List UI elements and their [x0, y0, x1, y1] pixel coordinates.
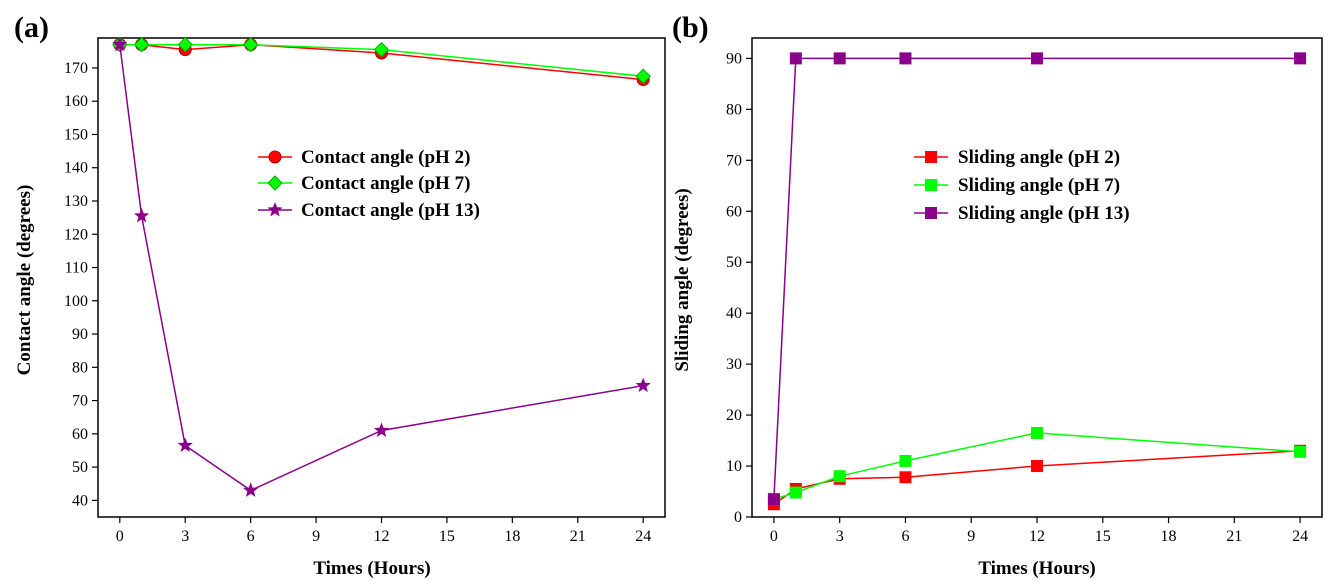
- legend-circle-marker-ph2: [268, 150, 282, 164]
- legend-square-marker-sliding-ph13: [925, 207, 937, 219]
- data-point-b-1: [1294, 445, 1307, 458]
- plot-area-b: [751, 37, 1323, 518]
- x-tick-label: 21: [1226, 528, 1242, 545]
- x-tick-label: 3: [181, 528, 189, 545]
- x-tick-label: 0: [116, 528, 124, 545]
- y-tick-label: 120: [64, 226, 88, 243]
- legend-star-marker-ph13: [267, 202, 283, 217]
- y-tick-label: 30: [726, 356, 742, 373]
- x-tick-label: 24: [1292, 528, 1308, 545]
- data-point-b-2: [899, 52, 912, 65]
- data-point-b-2: [1031, 52, 1043, 65]
- data-point-b-2: [767, 493, 780, 506]
- y-tick-label: 60: [726, 203, 742, 220]
- y-tick-label: 90: [726, 50, 742, 67]
- data-point-b-2: [1294, 52, 1307, 65]
- y-tick-label: 20: [726, 407, 742, 424]
- data-point-a-1: [242, 36, 259, 53]
- x-tick-label: 9: [312, 528, 320, 545]
- y-tick-label: 0: [734, 509, 742, 526]
- data-point-a-2: [112, 36, 128, 52]
- data-point-a-1: [635, 68, 651, 84]
- data-point-b-2: [833, 52, 846, 65]
- data-point-b-0: [1031, 460, 1043, 473]
- series-line-b-0: [773, 450, 1301, 505]
- y-tick-label: 60: [72, 426, 88, 443]
- legend-square-marker-sliding-ph7: [925, 179, 937, 191]
- y-tick-label: 50: [726, 254, 742, 271]
- data-point-b-1: [1031, 426, 1043, 439]
- chart-panel-a: (a) Contact angle (degrees) Times (Hours…: [14, 11, 666, 579]
- data-point-a-2: [243, 482, 259, 497]
- y-tick-label: 90: [72, 326, 88, 343]
- y-tick-label: 10: [726, 458, 742, 475]
- x-tick-label: 24: [635, 528, 651, 545]
- data-point-b-1: [789, 486, 802, 499]
- x-tick-label: 18: [504, 528, 520, 545]
- panel-label-b: (b): [672, 11, 709, 44]
- x-tick-label: 15: [1095, 528, 1111, 545]
- x-tick-label: 0: [770, 528, 778, 545]
- y-axis-title-a: Contact angle (degrees): [14, 185, 35, 376]
- data-point-a-1: [177, 36, 193, 53]
- data-point-b-0: [899, 471, 912, 484]
- y-tick-label: 110: [65, 260, 88, 277]
- data-point-a-2: [177, 437, 193, 452]
- panel-label-a: (a): [14, 11, 49, 44]
- y-tick-label: 170: [64, 60, 88, 77]
- x-tick-label: 21: [570, 528, 586, 545]
- legend-diamond-marker-ph7: [267, 175, 283, 191]
- y-tick-label: 100: [64, 293, 88, 310]
- legend-b: Sliding angle (pH 2) Sliding angle (pH 7…: [914, 147, 1130, 224]
- y-tick-label: 80: [72, 359, 88, 376]
- x-tick-label: 6: [901, 528, 909, 545]
- y-tick-label: 70: [726, 152, 742, 169]
- chart-panel-b: (b) Sliding angle (degrees) Times (Hours…: [672, 11, 1323, 579]
- legend-label-sliding-ph13: Sliding angle (pH 13): [958, 203, 1130, 224]
- x-tick-label: 6: [247, 528, 255, 545]
- x-tick-label: 9: [967, 528, 975, 545]
- y-tick-label: 50: [72, 459, 88, 476]
- y-tick-label: 40: [726, 305, 742, 322]
- legend-label-sliding-ph7: Sliding angle (pH 7): [958, 175, 1120, 196]
- legend-label-sliding-ph2: Sliding angle (pH 2): [958, 147, 1120, 168]
- y-tick-label: 140: [64, 160, 88, 177]
- series-line-a-2: [119, 44, 644, 492]
- data-point-a-2: [373, 422, 390, 437]
- data-point-a-1: [373, 41, 390, 58]
- data-point-b-2: [789, 52, 802, 65]
- data-point-a-2: [635, 377, 651, 393]
- x-tick-label: 12: [374, 528, 390, 545]
- y-tick-label: 40: [72, 492, 88, 509]
- x-tick-label: 12: [1029, 528, 1045, 545]
- y-axis-title-b: Sliding angle (degrees): [672, 188, 693, 371]
- legend-label-ph13: Contact angle (pH 13): [301, 200, 480, 221]
- x-tick-label: 18: [1161, 528, 1177, 545]
- data-point-a-2: [134, 208, 150, 223]
- x-axis-title-a: Times (Hours): [313, 558, 430, 579]
- y-tick-label: 130: [64, 193, 88, 210]
- data-point-b-1: [899, 454, 912, 467]
- x-tick-label: 3: [836, 528, 844, 545]
- y-tick-label: 70: [72, 393, 88, 410]
- y-tick-label: 150: [64, 126, 88, 143]
- data-point-b-1: [833, 470, 846, 483]
- x-axis-title-b: Times (Hours): [978, 558, 1095, 579]
- x-tick-label: 15: [439, 528, 455, 545]
- y-tick-label: 80: [726, 101, 742, 118]
- legend-a: Contact angle (pH 2) Contact angle (pH 7…: [258, 147, 480, 221]
- data-point-a-1: [133, 36, 150, 53]
- legend-label-ph7: Contact angle (pH 7): [301, 173, 470, 194]
- legend-square-marker-sliding-ph2: [925, 151, 937, 163]
- y-tick-label: 160: [64, 93, 88, 110]
- series-line-b-2: [773, 57, 1301, 500]
- legend-label-ph2: Contact angle (pH 2): [301, 147, 470, 168]
